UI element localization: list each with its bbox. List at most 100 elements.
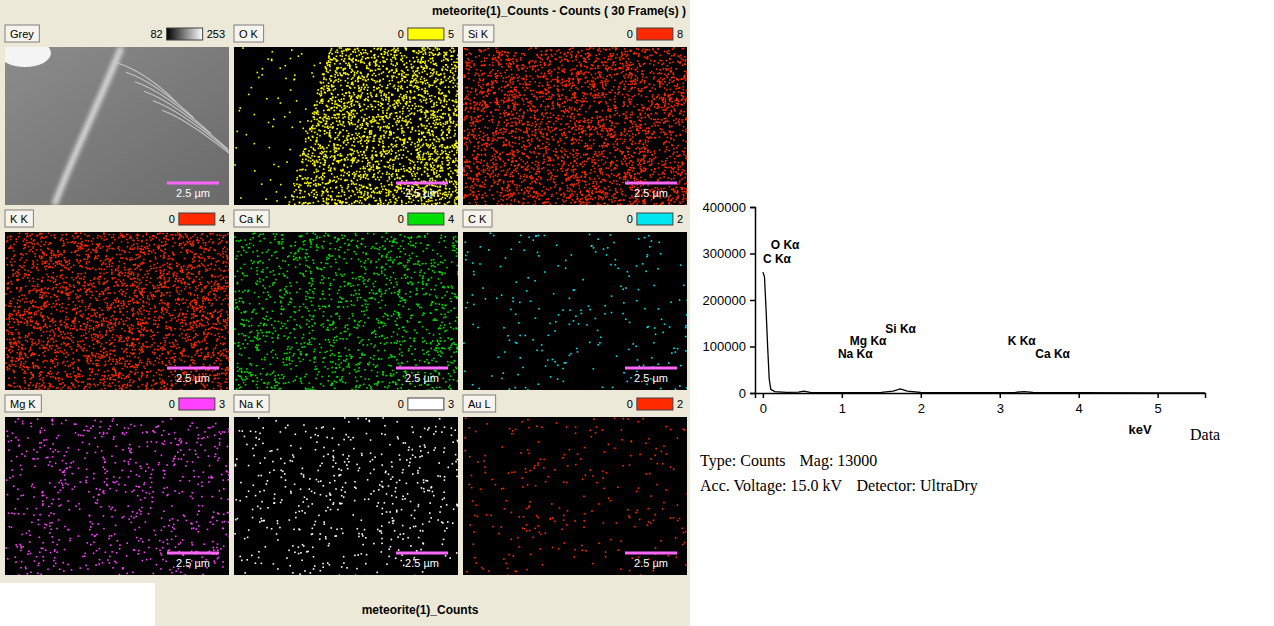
map-pixel <box>454 201 456 203</box>
map-pixel <box>402 118 404 120</box>
map-pixel <box>401 200 403 202</box>
map-pixel <box>374 54 376 56</box>
map-pixel <box>298 187 300 189</box>
map-pixel <box>348 117 350 119</box>
map-pixel <box>440 83 442 85</box>
map-pixel <box>323 89 325 91</box>
map-pixel <box>362 109 364 111</box>
map-pixel <box>458 67 459 69</box>
map-pixel <box>343 141 345 143</box>
map-pixel <box>336 150 338 152</box>
map-pixel <box>316 101 318 103</box>
map-pixel <box>336 195 338 197</box>
map-pixel <box>430 126 432 128</box>
map-pixel <box>433 173 435 175</box>
map-pixel <box>360 177 362 179</box>
map-pixel <box>316 191 318 193</box>
map-pixel <box>439 119 441 121</box>
map-pixel <box>328 165 330 167</box>
map-pixel <box>382 56 384 58</box>
map-pixel <box>358 95 360 97</box>
map-pixel <box>384 151 386 153</box>
map-pixel <box>388 107 390 109</box>
map-pixel <box>419 99 421 101</box>
map-pixel <box>332 127 334 129</box>
map-pixel <box>344 172 346 174</box>
map-pixel <box>437 54 439 56</box>
map-pixel <box>338 192 340 194</box>
map-pixel <box>365 199 367 201</box>
map-pixel <box>414 79 416 81</box>
map-pixel <box>373 55 375 57</box>
map-pixel <box>356 171 358 173</box>
map-pixel <box>320 162 322 164</box>
map-pixel <box>412 105 414 107</box>
map-pixel <box>391 144 393 146</box>
map-pixel <box>391 63 393 65</box>
map-pixel <box>425 110 427 112</box>
map-pixel <box>403 139 405 141</box>
page: meteorite(1)_Counts - Counts ( 30 Frame(… <box>0 0 1274 626</box>
map-pixel <box>432 179 434 181</box>
map-pixel <box>313 196 315 198</box>
map-pixel <box>433 111 435 113</box>
map-pixel <box>414 173 416 175</box>
map-pixel <box>381 90 383 92</box>
map-pixel <box>434 114 436 116</box>
map-pixel <box>367 194 369 196</box>
map-pixel <box>406 101 408 103</box>
map-pixel <box>367 197 369 199</box>
map-pixel <box>417 67 419 69</box>
map-pixel <box>433 82 435 84</box>
map-pixel <box>367 187 369 189</box>
map-pixel <box>338 117 340 119</box>
map-pixel <box>434 111 436 113</box>
map-pixel <box>351 97 353 99</box>
map-pixel <box>325 79 327 81</box>
map-pixel <box>385 132 387 134</box>
map-pixel <box>410 169 412 171</box>
map-pixel <box>368 68 370 70</box>
map-pixel <box>441 135 443 137</box>
map-pixel <box>320 88 322 90</box>
map-pixel <box>422 159 424 161</box>
map-pixel <box>452 77 454 79</box>
map-pixel <box>428 60 430 62</box>
map-pixel <box>383 137 385 139</box>
map-pixel <box>304 196 306 198</box>
map-pixel <box>379 84 381 86</box>
map-pixel <box>329 181 331 183</box>
map-pixel <box>373 148 375 150</box>
map-pixel <box>348 133 350 135</box>
map-pixel <box>426 79 428 81</box>
map-pixel <box>333 149 335 151</box>
map-pixel <box>371 150 373 152</box>
map-pixel <box>351 59 353 61</box>
map-pixel <box>364 191 366 193</box>
map-pixel <box>367 174 369 176</box>
map-pixel <box>447 121 449 123</box>
map-pixel <box>318 177 320 179</box>
map-pixel <box>449 125 451 127</box>
map-pixel <box>410 160 412 162</box>
map-pixel <box>423 203 425 205</box>
map-pixel <box>360 60 362 62</box>
map-pixel <box>406 96 408 98</box>
map-pixel <box>389 80 391 82</box>
map-pixel <box>397 50 399 52</box>
map-pixel <box>408 159 410 161</box>
map-pixel <box>338 113 340 115</box>
map-pixel <box>434 139 436 141</box>
map-pixel <box>378 116 380 118</box>
map-pixel <box>450 137 452 139</box>
map-pixel <box>383 151 385 153</box>
map-pixel <box>432 54 434 56</box>
map-pixel <box>455 182 457 184</box>
map-pixel <box>398 99 400 101</box>
map-pixel <box>414 143 416 145</box>
map-pixel <box>350 87 352 89</box>
map-pixel <box>369 162 371 164</box>
map-pixel <box>420 124 422 126</box>
map-pixel <box>427 169 429 171</box>
map-pixel <box>325 123 327 125</box>
